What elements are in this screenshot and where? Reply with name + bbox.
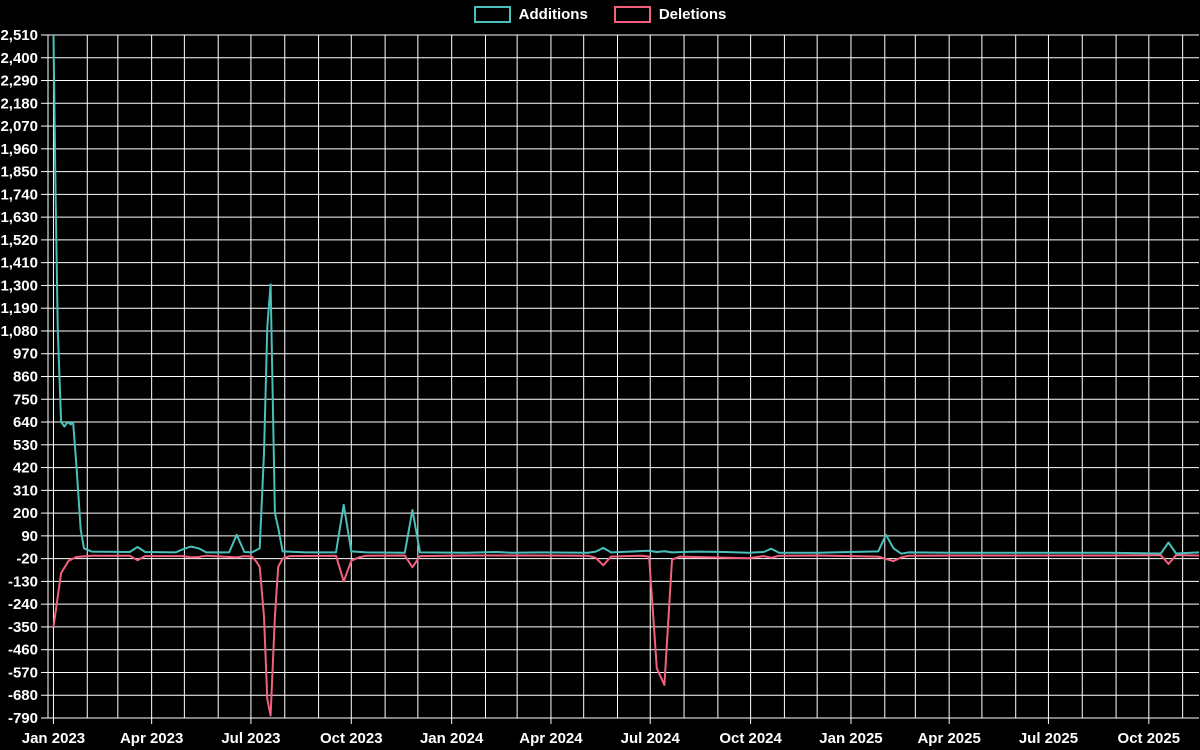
legend-item-deletions[interactable]: Deletions xyxy=(613,6,727,23)
y-tick-labels: -790 -680 -570 -460 -350 -240 -130 -20 90 200 310 4… xyxy=(0,27,38,727)
deletions-swatch xyxy=(613,6,651,23)
svg-text:Oct 2023: Oct 2023 xyxy=(320,730,383,747)
svg-text:1,520: 1,520 xyxy=(0,232,38,249)
svg-text:2,510: 2,510 xyxy=(0,27,38,44)
svg-text:860: 860 xyxy=(13,369,38,386)
additions-swatch xyxy=(473,6,511,23)
y-gridlines xyxy=(41,34,1199,719)
svg-text:Apr 2023: Apr 2023 xyxy=(120,730,183,747)
svg-text:640: 640 xyxy=(13,414,38,431)
svg-text:-460: -460 xyxy=(8,642,38,659)
additions-line xyxy=(52,34,1200,555)
x-gridlines xyxy=(47,35,1184,718)
svg-text:1,080: 1,080 xyxy=(0,323,38,340)
svg-text:Jul 2024: Jul 2024 xyxy=(621,730,681,747)
svg-text:310: 310 xyxy=(13,482,38,499)
svg-text:1,960: 1,960 xyxy=(0,141,38,158)
svg-text:1,630: 1,630 xyxy=(0,209,38,226)
svg-text:530: 530 xyxy=(13,437,38,454)
svg-text:Oct 2024: Oct 2024 xyxy=(719,730,782,747)
svg-text:2,070: 2,070 xyxy=(0,118,38,135)
svg-text:Jan 2023: Jan 2023 xyxy=(22,730,85,747)
svg-text:Jan 2025: Jan 2025 xyxy=(819,730,882,747)
svg-text:-570: -570 xyxy=(8,664,38,681)
svg-text:750: 750 xyxy=(13,391,38,408)
svg-text:90: 90 xyxy=(21,528,38,545)
deletions-line xyxy=(52,554,1200,717)
svg-text:1,850: 1,850 xyxy=(0,164,38,181)
svg-text:Oct 2025: Oct 2025 xyxy=(1118,730,1181,747)
svg-text:-680: -680 xyxy=(8,687,38,704)
svg-text:-240: -240 xyxy=(8,596,38,613)
svg-text:1,740: 1,740 xyxy=(0,186,38,203)
svg-text:1,410: 1,410 xyxy=(0,255,38,272)
svg-text:Jul 2023: Jul 2023 xyxy=(221,730,280,747)
svg-text:200: 200 xyxy=(13,505,38,522)
legend-item-additions[interactable]: Additions xyxy=(473,6,588,23)
svg-text:Apr 2025: Apr 2025 xyxy=(917,730,980,747)
svg-text:2,400: 2,400 xyxy=(0,50,38,67)
legend-label-additions: Additions xyxy=(518,6,588,23)
svg-text:2,290: 2,290 xyxy=(0,73,38,90)
svg-text:Jul 2025: Jul 2025 xyxy=(1019,730,1078,747)
svg-text:2,180: 2,180 xyxy=(0,95,38,112)
svg-text:1,190: 1,190 xyxy=(0,300,38,317)
svg-text:Apr 2024: Apr 2024 xyxy=(519,730,583,747)
svg-text:420: 420 xyxy=(13,460,38,477)
x-tick-labels: Jan 2023 Apr 2023 Jul 2023 Oct 2023 Jan 2024… xyxy=(22,718,1180,747)
legend-label-deletions: Deletions xyxy=(658,6,727,23)
svg-text:-20: -20 xyxy=(16,551,38,568)
svg-text:-350: -350 xyxy=(8,619,38,636)
svg-text:Jan 2024: Jan 2024 xyxy=(420,730,484,747)
svg-text:-130: -130 xyxy=(8,573,38,590)
svg-text:970: 970 xyxy=(13,346,38,363)
svg-text:1,300: 1,300 xyxy=(0,277,38,294)
chart-legend: Additions Deletions xyxy=(0,6,1200,23)
svg-text:-790: -790 xyxy=(8,710,38,727)
